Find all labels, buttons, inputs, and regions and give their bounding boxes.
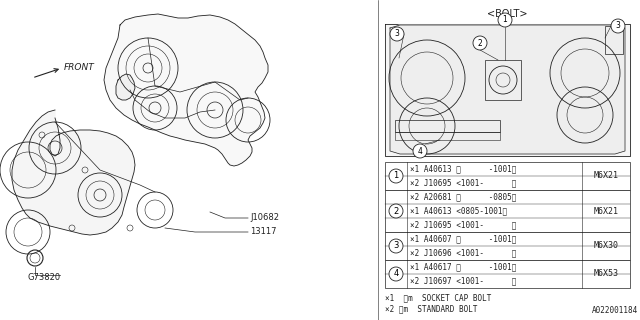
Bar: [385, 162, 630, 190]
Text: 2: 2: [477, 38, 483, 47]
Circle shape: [390, 27, 404, 41]
Bar: [395, 132, 500, 140]
Polygon shape: [390, 25, 625, 154]
Circle shape: [389, 267, 403, 281]
Bar: [605, 26, 623, 54]
Text: ×1 A40607 （      -1001）: ×1 A40607 （ -1001）: [410, 235, 516, 244]
Text: 2: 2: [394, 206, 399, 215]
Text: A022001184: A022001184: [592, 306, 638, 315]
Bar: [385, 190, 630, 232]
Bar: [385, 260, 630, 288]
Polygon shape: [116, 74, 135, 100]
Circle shape: [473, 36, 487, 50]
Text: ×2 J10695 <1001-      ）: ×2 J10695 <1001- ）: [410, 220, 516, 229]
Text: 4: 4: [417, 147, 422, 156]
Text: ×1 A40617 （      -1001）: ×1 A40617 （ -1001）: [410, 262, 516, 271]
Text: M6X30: M6X30: [593, 242, 618, 251]
Polygon shape: [104, 14, 268, 166]
Bar: [385, 232, 630, 260]
Text: M6X21: M6X21: [593, 206, 618, 215]
Text: ×1  Ⓢm  SOCKET CAP BOLT: ×1 Ⓢm SOCKET CAP BOLT: [385, 293, 492, 302]
Text: 13117: 13117: [250, 228, 276, 236]
Text: M6X21: M6X21: [593, 172, 618, 180]
Circle shape: [611, 19, 625, 33]
Text: ×1 A40613 <0805-1001）: ×1 A40613 <0805-1001）: [410, 206, 507, 215]
Text: 3: 3: [394, 242, 399, 251]
Circle shape: [498, 13, 512, 27]
Circle shape: [389, 204, 403, 218]
Circle shape: [389, 239, 403, 253]
Text: 4: 4: [394, 269, 399, 278]
Text: ×1 A40613 （      -1001）: ×1 A40613 （ -1001）: [410, 164, 516, 173]
Text: <BOLT>: <BOLT>: [487, 9, 528, 19]
Text: ×2 Ⓣm  STANDARD BOLT: ×2 Ⓣm STANDARD BOLT: [385, 305, 477, 314]
Polygon shape: [385, 24, 630, 156]
Text: 3: 3: [616, 21, 620, 30]
Text: 1: 1: [502, 15, 508, 25]
Text: M6X53: M6X53: [593, 269, 618, 278]
Text: ×2 J10695 <1001-      ）: ×2 J10695 <1001- ）: [410, 179, 516, 188]
Circle shape: [413, 144, 427, 158]
Circle shape: [389, 169, 403, 183]
Text: J10682: J10682: [250, 213, 279, 222]
Bar: [395, 120, 500, 132]
Text: 1: 1: [394, 172, 399, 180]
Text: ×2 A20681 （      -0805）: ×2 A20681 （ -0805）: [410, 193, 516, 202]
Polygon shape: [12, 110, 135, 235]
Text: FRONT: FRONT: [64, 63, 95, 73]
Text: ×2 J10697 <1001-      ）: ×2 J10697 <1001- ）: [410, 276, 516, 285]
Text: 3: 3: [395, 29, 399, 38]
Bar: [485, 60, 521, 100]
Text: ×2 J10696 <1001-      ）: ×2 J10696 <1001- ）: [410, 249, 516, 258]
Text: G73820: G73820: [28, 274, 61, 283]
